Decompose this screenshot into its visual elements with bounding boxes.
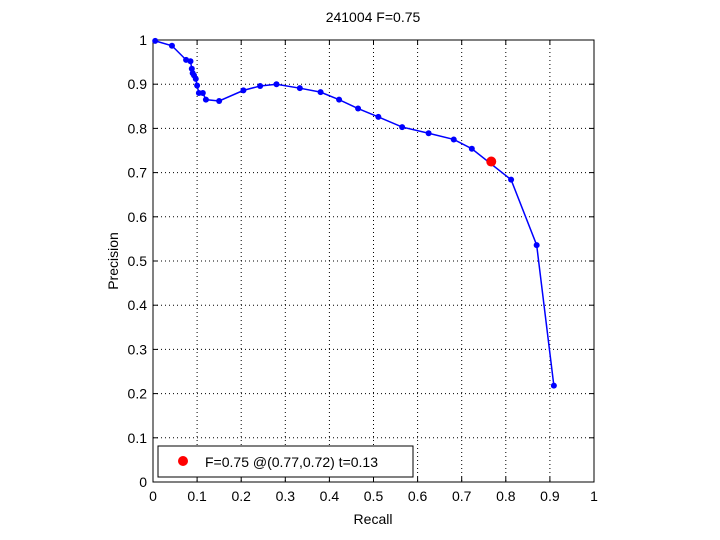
y-tick-label: 0.8	[128, 120, 148, 136]
x-tick-label: 0.1	[187, 488, 207, 504]
data-point	[273, 81, 280, 88]
data-point	[533, 242, 540, 249]
data-point	[168, 42, 175, 49]
x-tick-label: 0.8	[496, 488, 516, 504]
y-tick-label: 1	[139, 32, 147, 48]
grid-lines	[153, 40, 594, 482]
data-point	[317, 89, 324, 96]
x-tick-label: 0	[149, 488, 157, 504]
data-point	[199, 90, 206, 97]
y-tick-label: 0.6	[128, 209, 148, 225]
data-point	[192, 75, 199, 82]
data-point	[202, 96, 209, 103]
series-layer	[152, 37, 557, 389]
y-tick-label: 0.1	[128, 430, 148, 446]
y-tick-label: 0.7	[128, 165, 148, 181]
x-tick-label: 0.7	[452, 488, 472, 504]
y-tick-label: 0.5	[128, 253, 148, 269]
data-point	[468, 145, 475, 152]
x-tick-label: 1	[590, 488, 598, 504]
data-point	[187, 58, 194, 65]
data-point	[425, 130, 432, 137]
x-tick-label: 0.6	[408, 488, 428, 504]
y-tick-label: 0.4	[128, 297, 148, 313]
y-tick-label: 0.9	[128, 76, 148, 92]
y-tick-labels: 0 0.1 0.2 0.3 0.4 0.5 0.6 0.7 0.8 0.9 1	[128, 32, 148, 490]
data-point	[508, 176, 515, 183]
y-tick-label: 0.2	[128, 386, 148, 402]
x-tick-labels: 0 0.1 0.2 0.3 0.4 0.5 0.6 0.7 0.8 0.9 1	[149, 488, 598, 504]
data-point	[296, 85, 303, 92]
data-point	[240, 87, 247, 94]
marker-layer	[486, 156, 497, 167]
data-point	[355, 105, 362, 112]
legend-box	[157, 445, 414, 478]
data-point	[399, 124, 406, 131]
y-tick-label: 0	[139, 474, 147, 490]
data-point	[550, 382, 557, 389]
x-tick-label: 0.9	[540, 488, 560, 504]
x-tick-label: 0.5	[364, 488, 384, 504]
best-f-marker	[486, 156, 497, 167]
legend-marker	[178, 456, 188, 466]
y-tick-label: 0.3	[128, 341, 148, 357]
data-point	[450, 136, 457, 143]
data-point	[194, 82, 201, 89]
data-point	[216, 97, 223, 104]
x-tick-label: 0.3	[276, 488, 296, 504]
x-tick-label: 0.2	[231, 488, 251, 504]
data-point	[257, 82, 264, 89]
x-axis-label: Recall	[354, 511, 393, 527]
chart-title: 241004 F=0.75	[326, 9, 421, 25]
plot-frame	[152, 39, 595, 483]
legend: F=0.75 @(0.77,0.72) t=0.13	[157, 445, 414, 478]
data-point	[152, 37, 159, 44]
legend-label: F=0.75 @(0.77,0.72) t=0.13	[205, 454, 378, 470]
x-tick-label: 0.4	[320, 488, 340, 504]
y-axis-label: Precision	[105, 232, 121, 290]
data-point	[336, 96, 343, 103]
data-point	[375, 113, 382, 120]
